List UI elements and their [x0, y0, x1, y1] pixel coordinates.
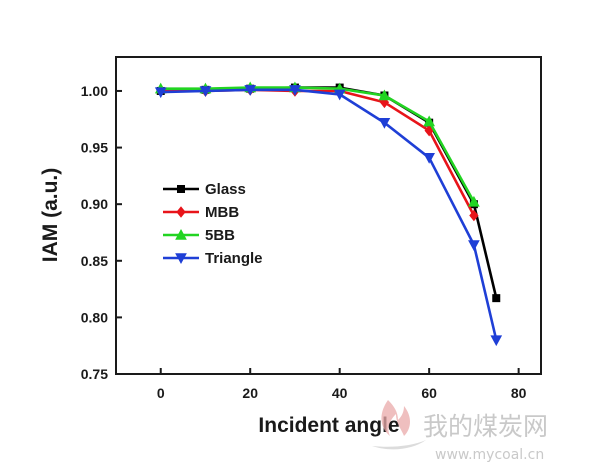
y-tick-label: 1.00	[81, 83, 108, 99]
y-tick-label: 0.90	[81, 196, 108, 212]
legend-label-triangle: Triangle	[205, 250, 263, 267]
data-point-triangle	[378, 117, 391, 129]
data-point-mbb	[424, 124, 434, 137]
data-point-triangle	[468, 240, 480, 251]
watermark-swoosh	[372, 440, 426, 450]
y-axis-title: IAM (a.u.)	[39, 168, 62, 263]
legend-label-glass: Glass	[205, 181, 246, 198]
y-tick-label: 0.75	[81, 366, 108, 382]
data-point-glass	[492, 294, 501, 303]
data-point-triangle	[490, 335, 503, 347]
plot-area	[115, 56, 542, 375]
plot-frame	[115, 56, 542, 375]
watermark-flame-logo	[381, 400, 410, 436]
y-tick-label: 0.95	[81, 140, 108, 156]
data-point-triangle	[289, 85, 301, 96]
series-triangle	[154, 85, 503, 347]
x-axis-title: Incident angle	[258, 414, 399, 437]
watermark: 我的煤炭网 www.mycoal.cn	[372, 400, 548, 463]
watermark-url: www.mycoal.cn	[435, 447, 544, 463]
axis-ticks: 0 20 40 60 80 0.75 0.80 0.85 0.90 0.95 1.00	[81, 83, 527, 401]
x-tick-label: 60	[421, 385, 437, 401]
series-mbb	[156, 84, 479, 222]
data-point-5bb	[468, 195, 480, 207]
x-tick-label: 40	[332, 385, 348, 401]
data-point-triangle	[423, 153, 435, 164]
legend-label-mbb: MBB	[205, 204, 239, 221]
legend-item-triangle: Triangle	[163, 250, 263, 267]
data-point-triangle	[333, 89, 346, 101]
watermark-text: 我的煤炭网	[423, 412, 548, 441]
data-point-mbb	[469, 209, 479, 222]
legend-item-glass: Glass	[163, 181, 246, 198]
x-tick-label: 80	[511, 385, 527, 401]
data-point-triangle	[199, 86, 212, 98]
y-tick-label: 0.80	[81, 309, 108, 325]
legend: Glass MBB 5BB Triangle	[163, 181, 263, 267]
x-tick-label: 0	[157, 385, 165, 401]
data-point-5bb	[423, 115, 435, 127]
data-point-5bb	[378, 89, 391, 101]
y-tick-label: 0.85	[81, 253, 108, 269]
legend-item-mbb: MBB	[163, 204, 239, 221]
legend-marker-5bb	[175, 228, 187, 240]
legend-marker-mbb	[176, 206, 186, 218]
series-line-5bb	[160, 86, 476, 203]
legend-marker-triangle	[175, 253, 187, 265]
legend-marker-glass	[177, 185, 185, 193]
legend-label-5bb: 5BB	[205, 227, 235, 244]
legend-item-5bb: 5BB	[163, 227, 235, 244]
x-tick-label: 20	[242, 385, 258, 401]
data-point-triangle	[244, 85, 257, 96]
data-point-triangle	[154, 87, 167, 99]
series-layer	[154, 81, 503, 347]
